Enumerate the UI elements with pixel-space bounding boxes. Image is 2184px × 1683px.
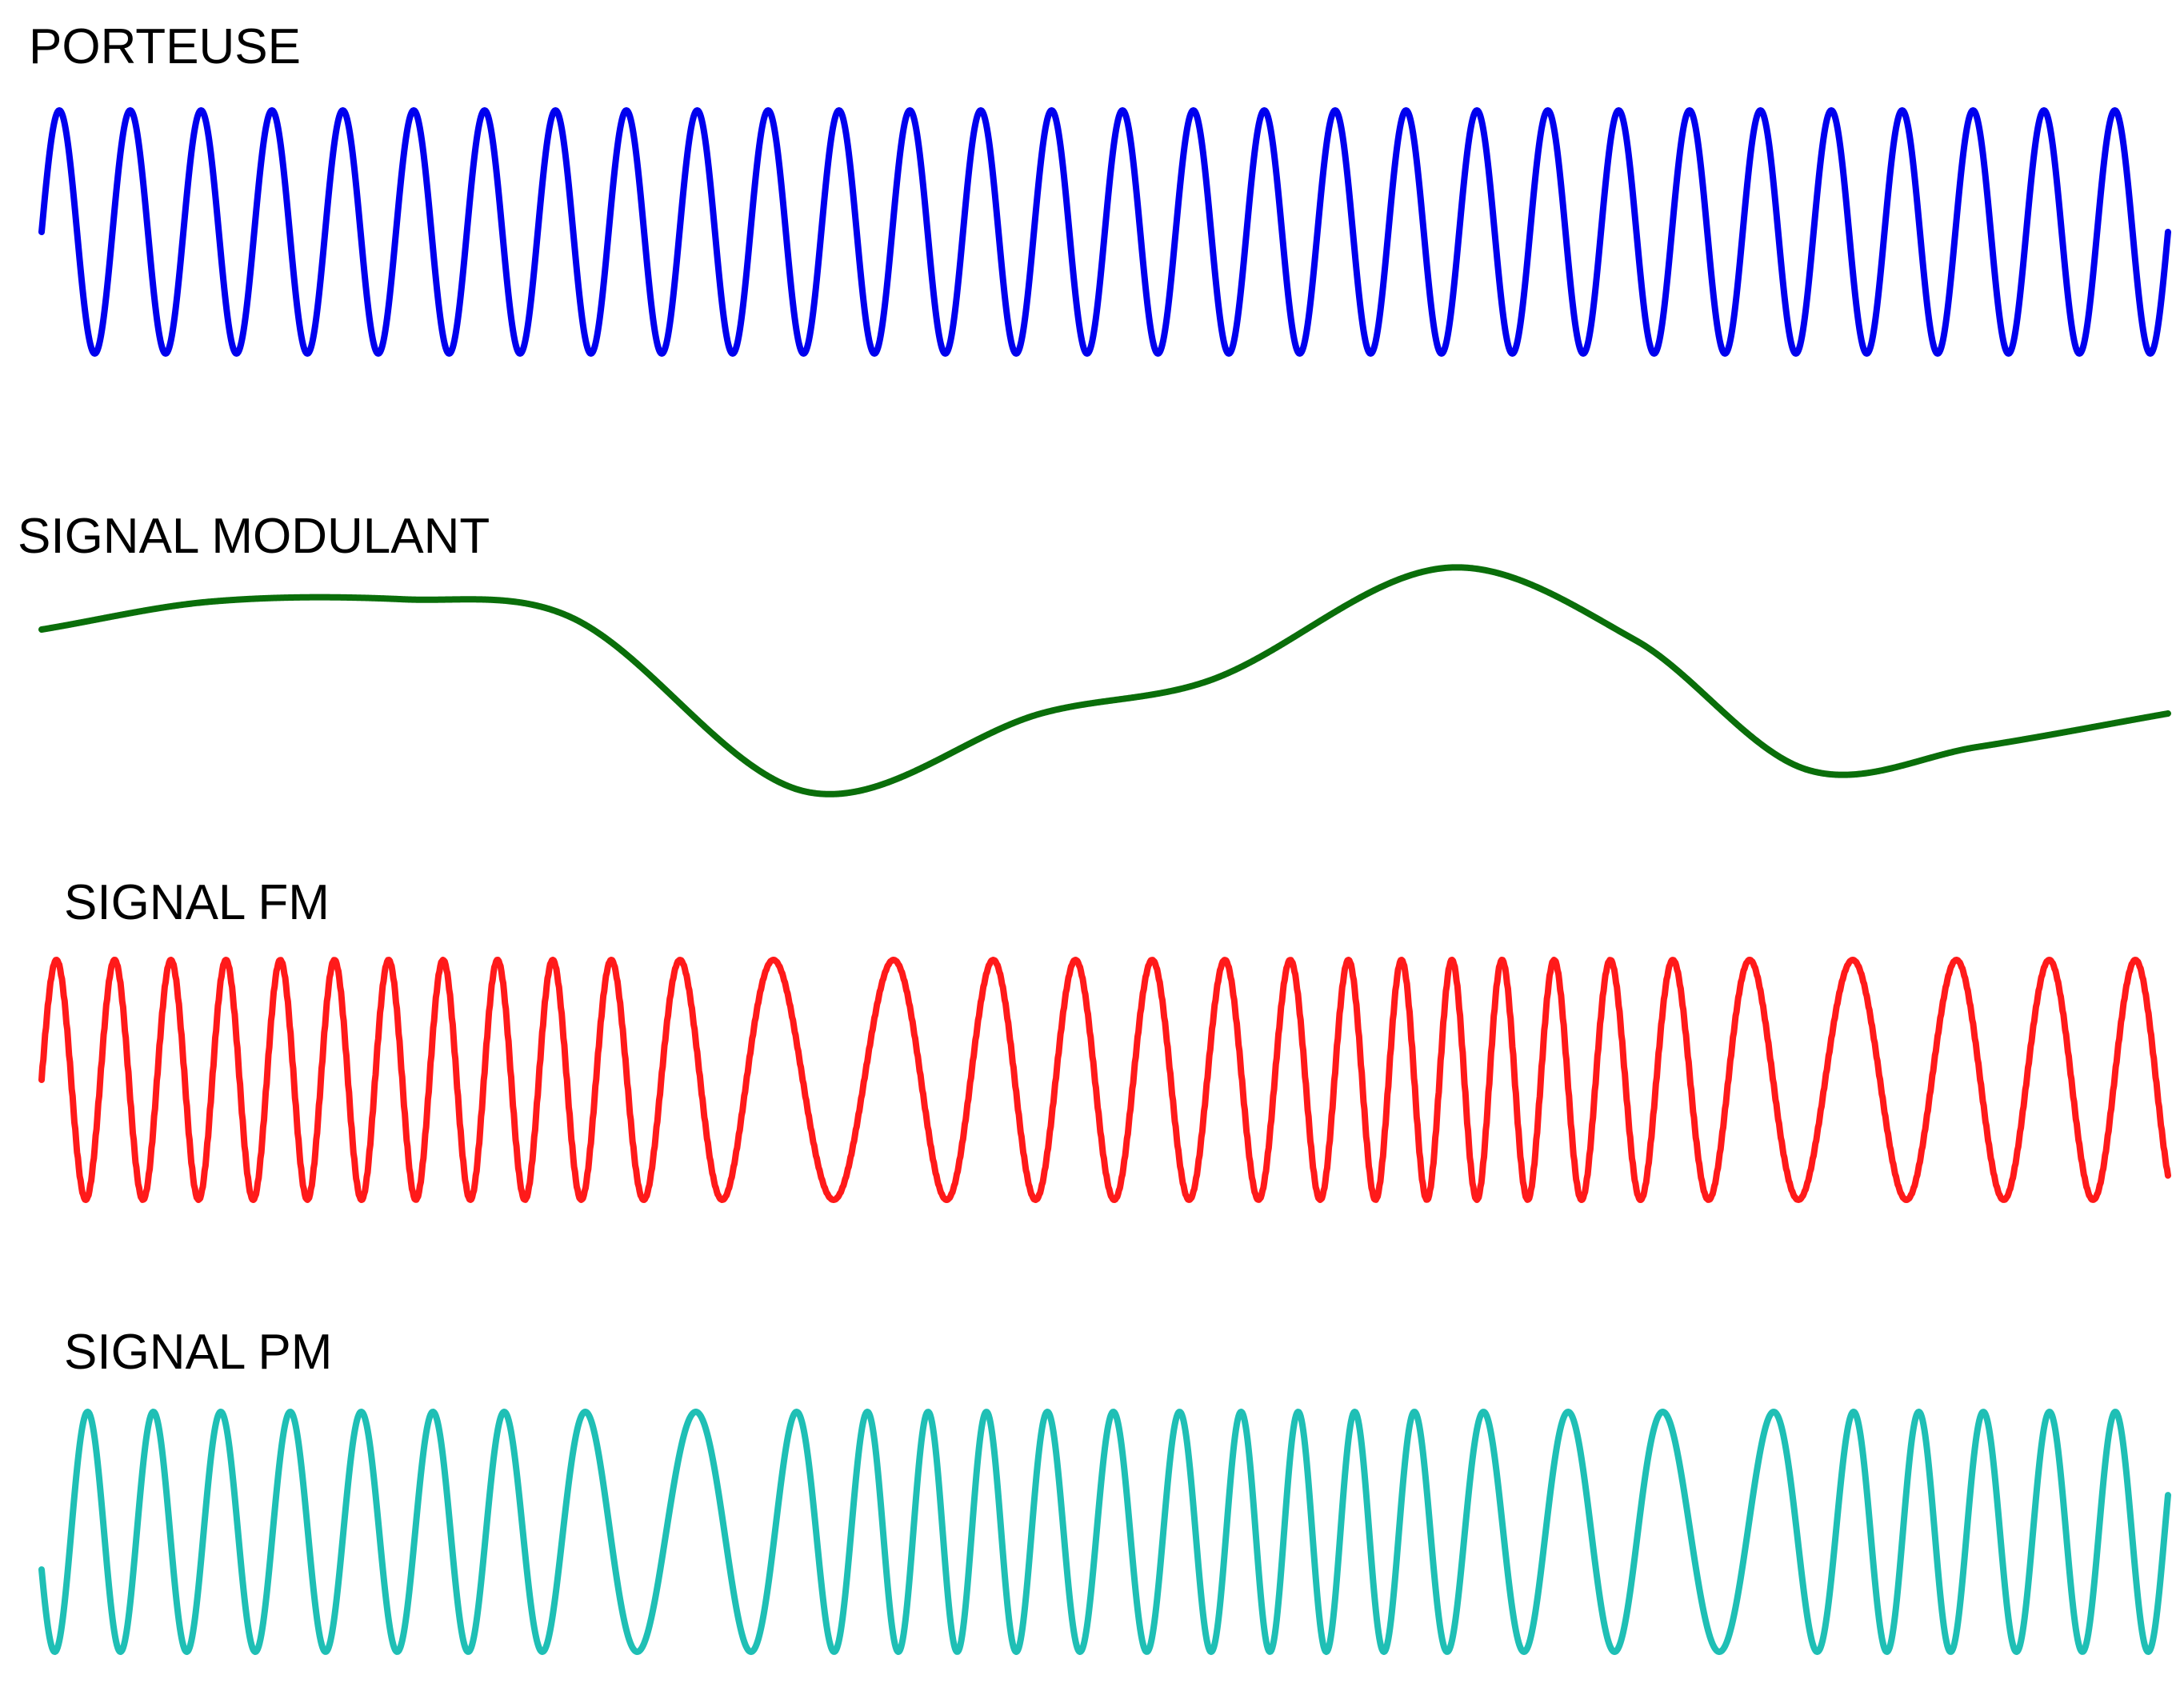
- modulating-wave: [38, 564, 2171, 798]
- pm-wave: [38, 1409, 2171, 1655]
- pm-signal-label: SIGNAL PM: [64, 1325, 333, 1380]
- fm-wave: [38, 957, 2171, 1203]
- fm-signal-label: SIGNAL FM: [64, 875, 330, 930]
- carrier-label: PORTEUSE: [29, 19, 301, 74]
- carrier-wave: [38, 107, 2171, 357]
- modulating-signal-label: SIGNAL MODULANT: [18, 509, 490, 564]
